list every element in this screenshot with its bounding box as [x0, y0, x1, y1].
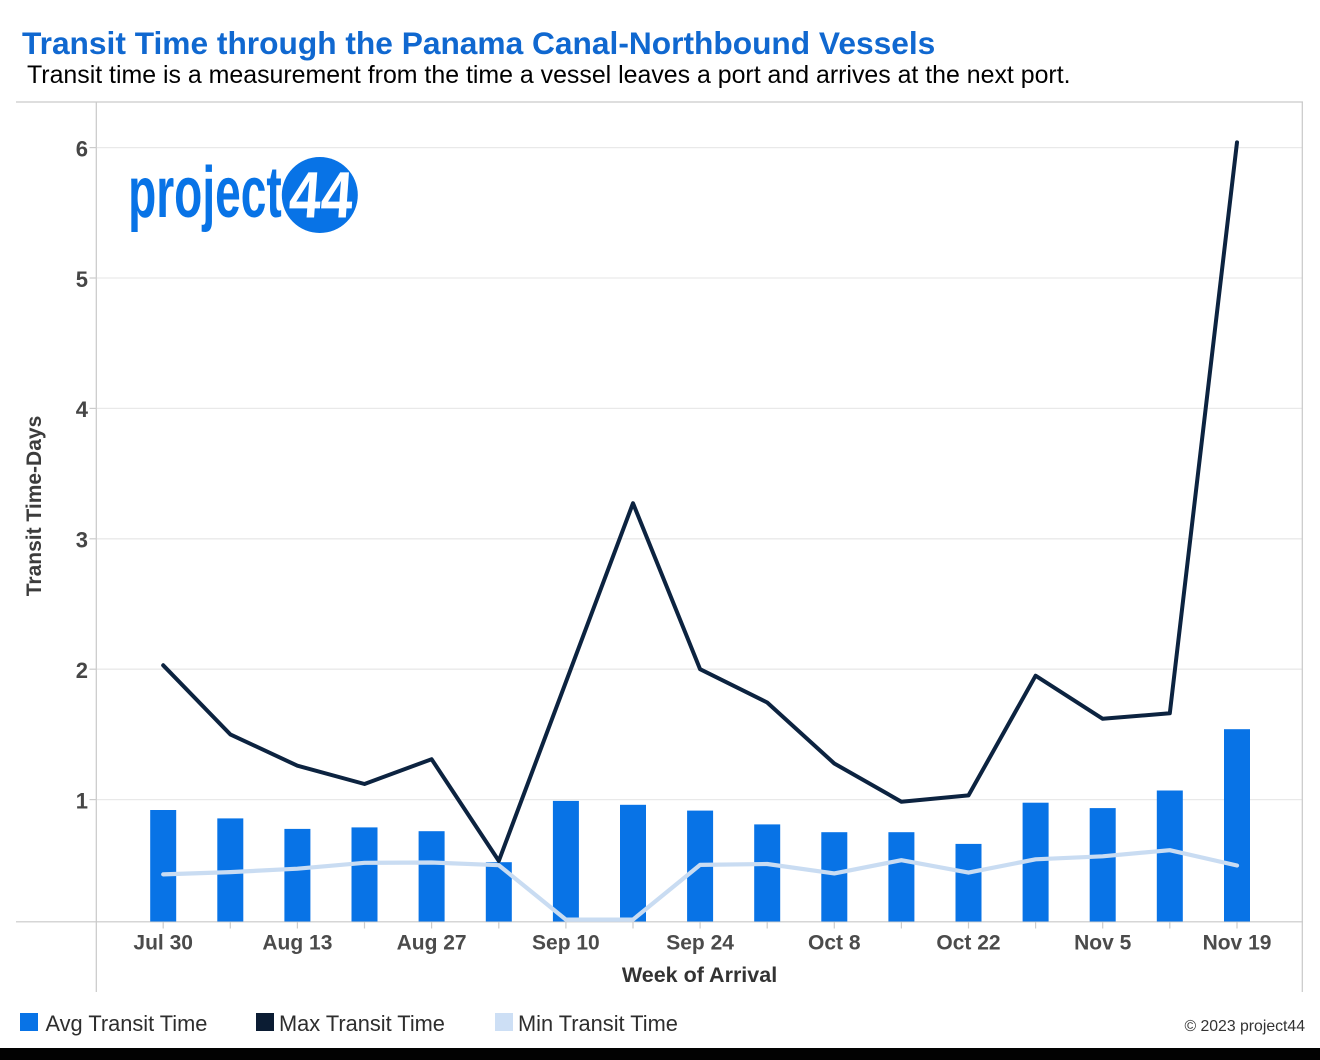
svg-text:Sep 24: Sep 24 [666, 932, 734, 955]
svg-text:44: 44 [287, 159, 356, 233]
svg-text:6: 6 [76, 136, 88, 161]
svg-text:Jul 30: Jul 30 [133, 932, 193, 955]
svg-text:4: 4 [76, 397, 89, 422]
svg-text:1: 1 [76, 788, 88, 813]
svg-text:Nov 5: Nov 5 [1074, 932, 1132, 955]
svg-text:Sep 10: Sep 10 [532, 932, 600, 955]
svg-text:Oct 22: Oct 22 [936, 932, 1000, 955]
svg-text:5: 5 [76, 267, 88, 292]
svg-text:project: project [128, 151, 282, 232]
svg-text:Aug 27: Aug 27 [397, 932, 467, 955]
svg-text:3: 3 [76, 528, 88, 553]
svg-text:2: 2 [76, 658, 88, 683]
svg-text:Transit Time-Days: Transit Time-Days [23, 416, 46, 597]
svg-text:Oct 8: Oct 8 [808, 932, 861, 955]
svg-text:Week of Arrival: Week of Arrival [622, 963, 777, 987]
svg-text:Nov 19: Nov 19 [1203, 932, 1272, 955]
svg-text:Aug 13: Aug 13 [262, 932, 332, 955]
